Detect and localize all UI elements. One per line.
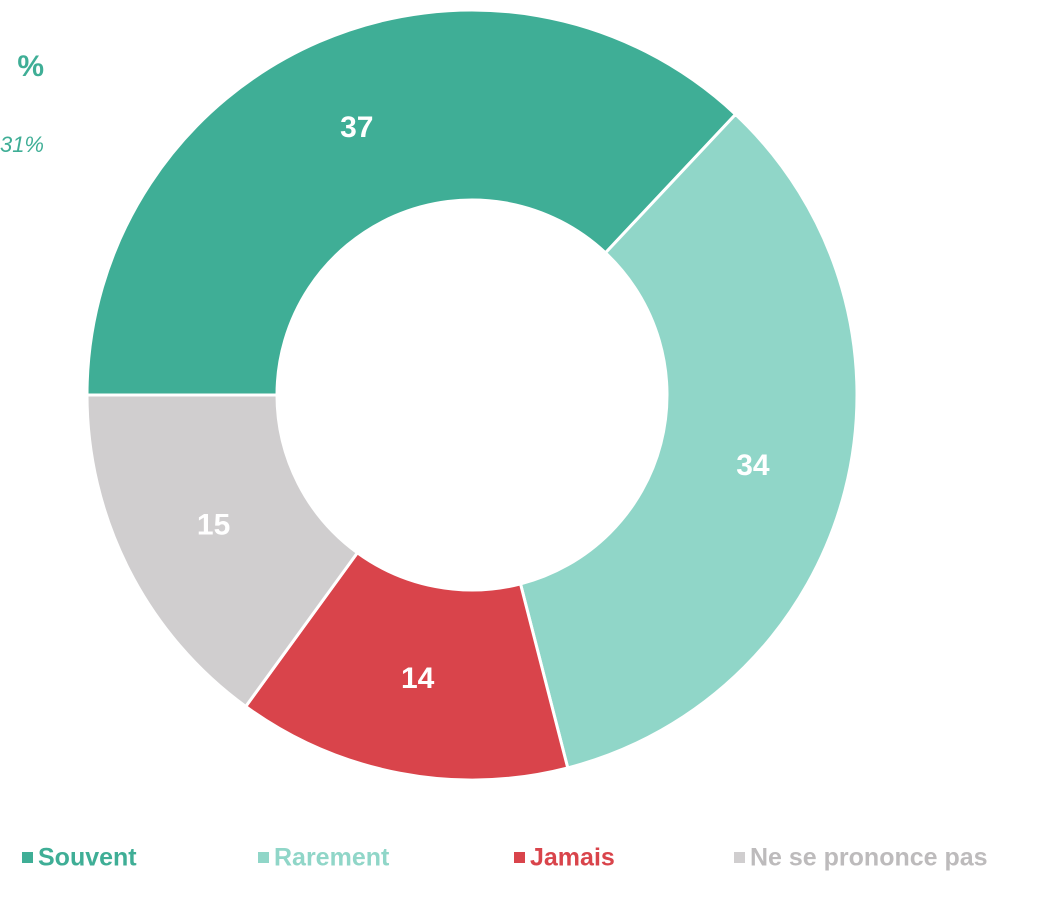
data-label: 14 <box>401 662 435 695</box>
annotation: % <box>17 50 44 83</box>
legend-swatch <box>22 852 33 863</box>
legend-label: Souvent <box>38 844 137 872</box>
legend-label: Ne se prononce pas <box>750 844 988 872</box>
donut-slice <box>243 550 570 782</box>
legend-label: Rarement <box>274 844 390 872</box>
legend-swatch <box>734 852 745 863</box>
data-label: 37 <box>340 111 373 144</box>
donut-slice <box>85 8 738 397</box>
data-label: 15 <box>197 509 230 542</box>
legend-swatch <box>514 852 525 863</box>
data-label: 34 <box>736 449 770 482</box>
legend-swatch <box>258 852 269 863</box>
donut-slice <box>518 112 859 770</box>
legend-label: Jamais <box>530 844 615 872</box>
donut-slice <box>85 393 360 709</box>
annotation: 31% <box>0 132 44 157</box>
